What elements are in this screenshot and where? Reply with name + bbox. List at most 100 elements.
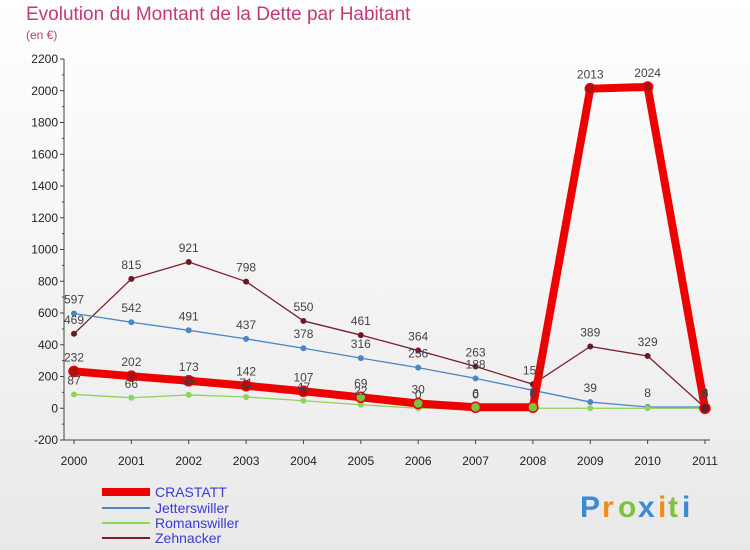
data-point-romanswiller bbox=[357, 401, 364, 408]
x-tick-label: 2006 bbox=[405, 454, 432, 468]
y-tick-label: 800 bbox=[38, 274, 58, 288]
x-tick-label: 2007 bbox=[462, 454, 489, 468]
x-tick-label: 2000 bbox=[61, 454, 88, 468]
x-tick-label: 2008 bbox=[520, 454, 547, 468]
data-point-zehnacker bbox=[357, 332, 364, 339]
data-point-crastatt bbox=[641, 81, 654, 93]
series-line-romanswiller bbox=[73, 393, 705, 409]
data-label-romanswiller: 0 bbox=[415, 387, 422, 401]
data-label-zehnacker: 364 bbox=[408, 329, 428, 343]
y-tick-label: 1200 bbox=[31, 211, 58, 225]
y-tick-label: 1400 bbox=[31, 179, 58, 193]
data-label-romanswiller: 84 bbox=[182, 374, 196, 388]
data-label-jetterswiller: 437 bbox=[236, 318, 256, 332]
data-point-crastatt bbox=[182, 375, 195, 387]
data-point-romanswiller bbox=[644, 405, 651, 412]
data-point-zehnacker bbox=[644, 353, 651, 360]
brand-logo-letter: i bbox=[658, 491, 666, 524]
data-label-romanswiller: 0 bbox=[530, 387, 537, 401]
data-point-jetterswiller bbox=[357, 355, 364, 362]
data-label-zehnacker: 389 bbox=[580, 325, 600, 339]
data-label-zehnacker: 550 bbox=[293, 300, 313, 314]
data-label-jetterswiller: 378 bbox=[293, 327, 313, 341]
data-point-crastatt bbox=[125, 370, 138, 382]
series-line-zehnacker bbox=[73, 261, 706, 409]
data-label-crastatt: 202 bbox=[121, 355, 141, 369]
y-tick-label: 1600 bbox=[31, 147, 58, 161]
data-point-zehnacker bbox=[185, 259, 192, 266]
data-point-romanswiller bbox=[71, 391, 77, 398]
data-point-romanswiller bbox=[185, 391, 192, 398]
legend-label-romanswiller: Romanswiller bbox=[155, 515, 239, 531]
data-label-jetterswiller: 491 bbox=[179, 309, 199, 323]
data-point-crastatt bbox=[584, 82, 597, 95]
x-tick-label: 2010 bbox=[634, 454, 661, 468]
data-label-zehnacker: 469 bbox=[64, 313, 84, 327]
data-label-zehnacker: 815 bbox=[121, 258, 141, 272]
series-line-jetterswiller bbox=[73, 312, 705, 408]
data-point-zehnacker bbox=[415, 347, 422, 354]
data-label-jetterswiller: 8 bbox=[702, 386, 709, 400]
data-label-crastatt: 2013 bbox=[577, 68, 604, 82]
data-label-romanswiller: 0 bbox=[472, 387, 479, 401]
data-point-crastatt bbox=[412, 397, 424, 410]
chart-subtitle: (en €) bbox=[26, 28, 58, 42]
y-tick-label: 400 bbox=[38, 338, 58, 352]
brand-logo-letter: r bbox=[602, 491, 614, 524]
y-tick-label: 0 bbox=[51, 401, 58, 415]
legend-label-crastatt: CRASTATT bbox=[155, 484, 227, 500]
data-label-zehnacker: 151 bbox=[523, 363, 543, 377]
data-label-romanswiller: 66 bbox=[125, 377, 139, 391]
data-label-jetterswiller: 316 bbox=[351, 337, 371, 351]
data-point-jetterswiller bbox=[71, 310, 77, 317]
data-label-zehnacker: 921 bbox=[179, 241, 199, 255]
data-point-jetterswiller bbox=[300, 345, 307, 352]
data-label-crastatt: 0 bbox=[702, 387, 709, 401]
data-label-zehnacker: 263 bbox=[466, 345, 486, 359]
data-point-crastatt bbox=[297, 385, 310, 398]
data-label-zehnacker: 461 bbox=[351, 314, 371, 328]
chart-title: Evolution du Montant de la Dette par Hab… bbox=[26, 4, 411, 25]
brand-logo-letter: i bbox=[682, 491, 690, 524]
legend-label-zehnacker: Zehnacker bbox=[155, 530, 221, 546]
data-label-jetterswiller: 597 bbox=[64, 292, 84, 306]
data-label-jetterswiller: 39 bbox=[584, 381, 598, 395]
data-point-romanswiller bbox=[300, 397, 307, 404]
y-tick-label: 1800 bbox=[31, 116, 58, 130]
data-label-crastatt: 69 bbox=[354, 376, 368, 390]
data-label-jetterswiller: 8 bbox=[644, 386, 651, 400]
data-label-crastatt: 107 bbox=[293, 370, 313, 384]
data-point-crastatt bbox=[68, 365, 80, 378]
x-tick-label: 2009 bbox=[577, 454, 604, 468]
data-label-crastatt: 2024 bbox=[634, 66, 661, 80]
data-point-zehnacker bbox=[128, 275, 135, 282]
x-tick-label: 2001 bbox=[118, 454, 145, 468]
brand-logo-letter: t bbox=[668, 491, 678, 524]
data-label-crastatt: 30 bbox=[412, 382, 426, 396]
x-tick-label: 2004 bbox=[290, 454, 317, 468]
data-point-crastatt bbox=[355, 391, 367, 404]
y-tick-label: -200 bbox=[34, 433, 58, 447]
data-label-romanswiller: 71 bbox=[239, 376, 253, 390]
brand-logo-letter: x bbox=[638, 491, 655, 524]
data-point-romanswiller bbox=[243, 393, 250, 400]
y-tick-label: 1000 bbox=[31, 243, 58, 257]
data-label-jetterswiller: 542 bbox=[121, 301, 141, 315]
data-label-zehnacker: 329 bbox=[638, 335, 658, 349]
data-label-jetterswiller: 256 bbox=[408, 347, 428, 361]
series-line-crastatt bbox=[73, 82, 709, 412]
data-point-jetterswiller bbox=[415, 364, 422, 371]
y-tick-label: 2000 bbox=[31, 84, 58, 98]
data-label-crastatt: 232 bbox=[64, 350, 84, 364]
data-label-crastatt: 6 bbox=[530, 386, 537, 400]
data-label-romanswiller: 87 bbox=[67, 373, 81, 387]
data-point-jetterswiller bbox=[185, 327, 192, 334]
data-point-zehnacker bbox=[71, 330, 77, 337]
data-label-romanswiller: 47 bbox=[297, 380, 311, 394]
data-label-zehnacker: 798 bbox=[236, 261, 256, 275]
brand-logo-letter: o bbox=[618, 491, 636, 524]
data-point-romanswiller bbox=[128, 394, 135, 401]
x-tick-label: 2011 bbox=[692, 454, 718, 468]
